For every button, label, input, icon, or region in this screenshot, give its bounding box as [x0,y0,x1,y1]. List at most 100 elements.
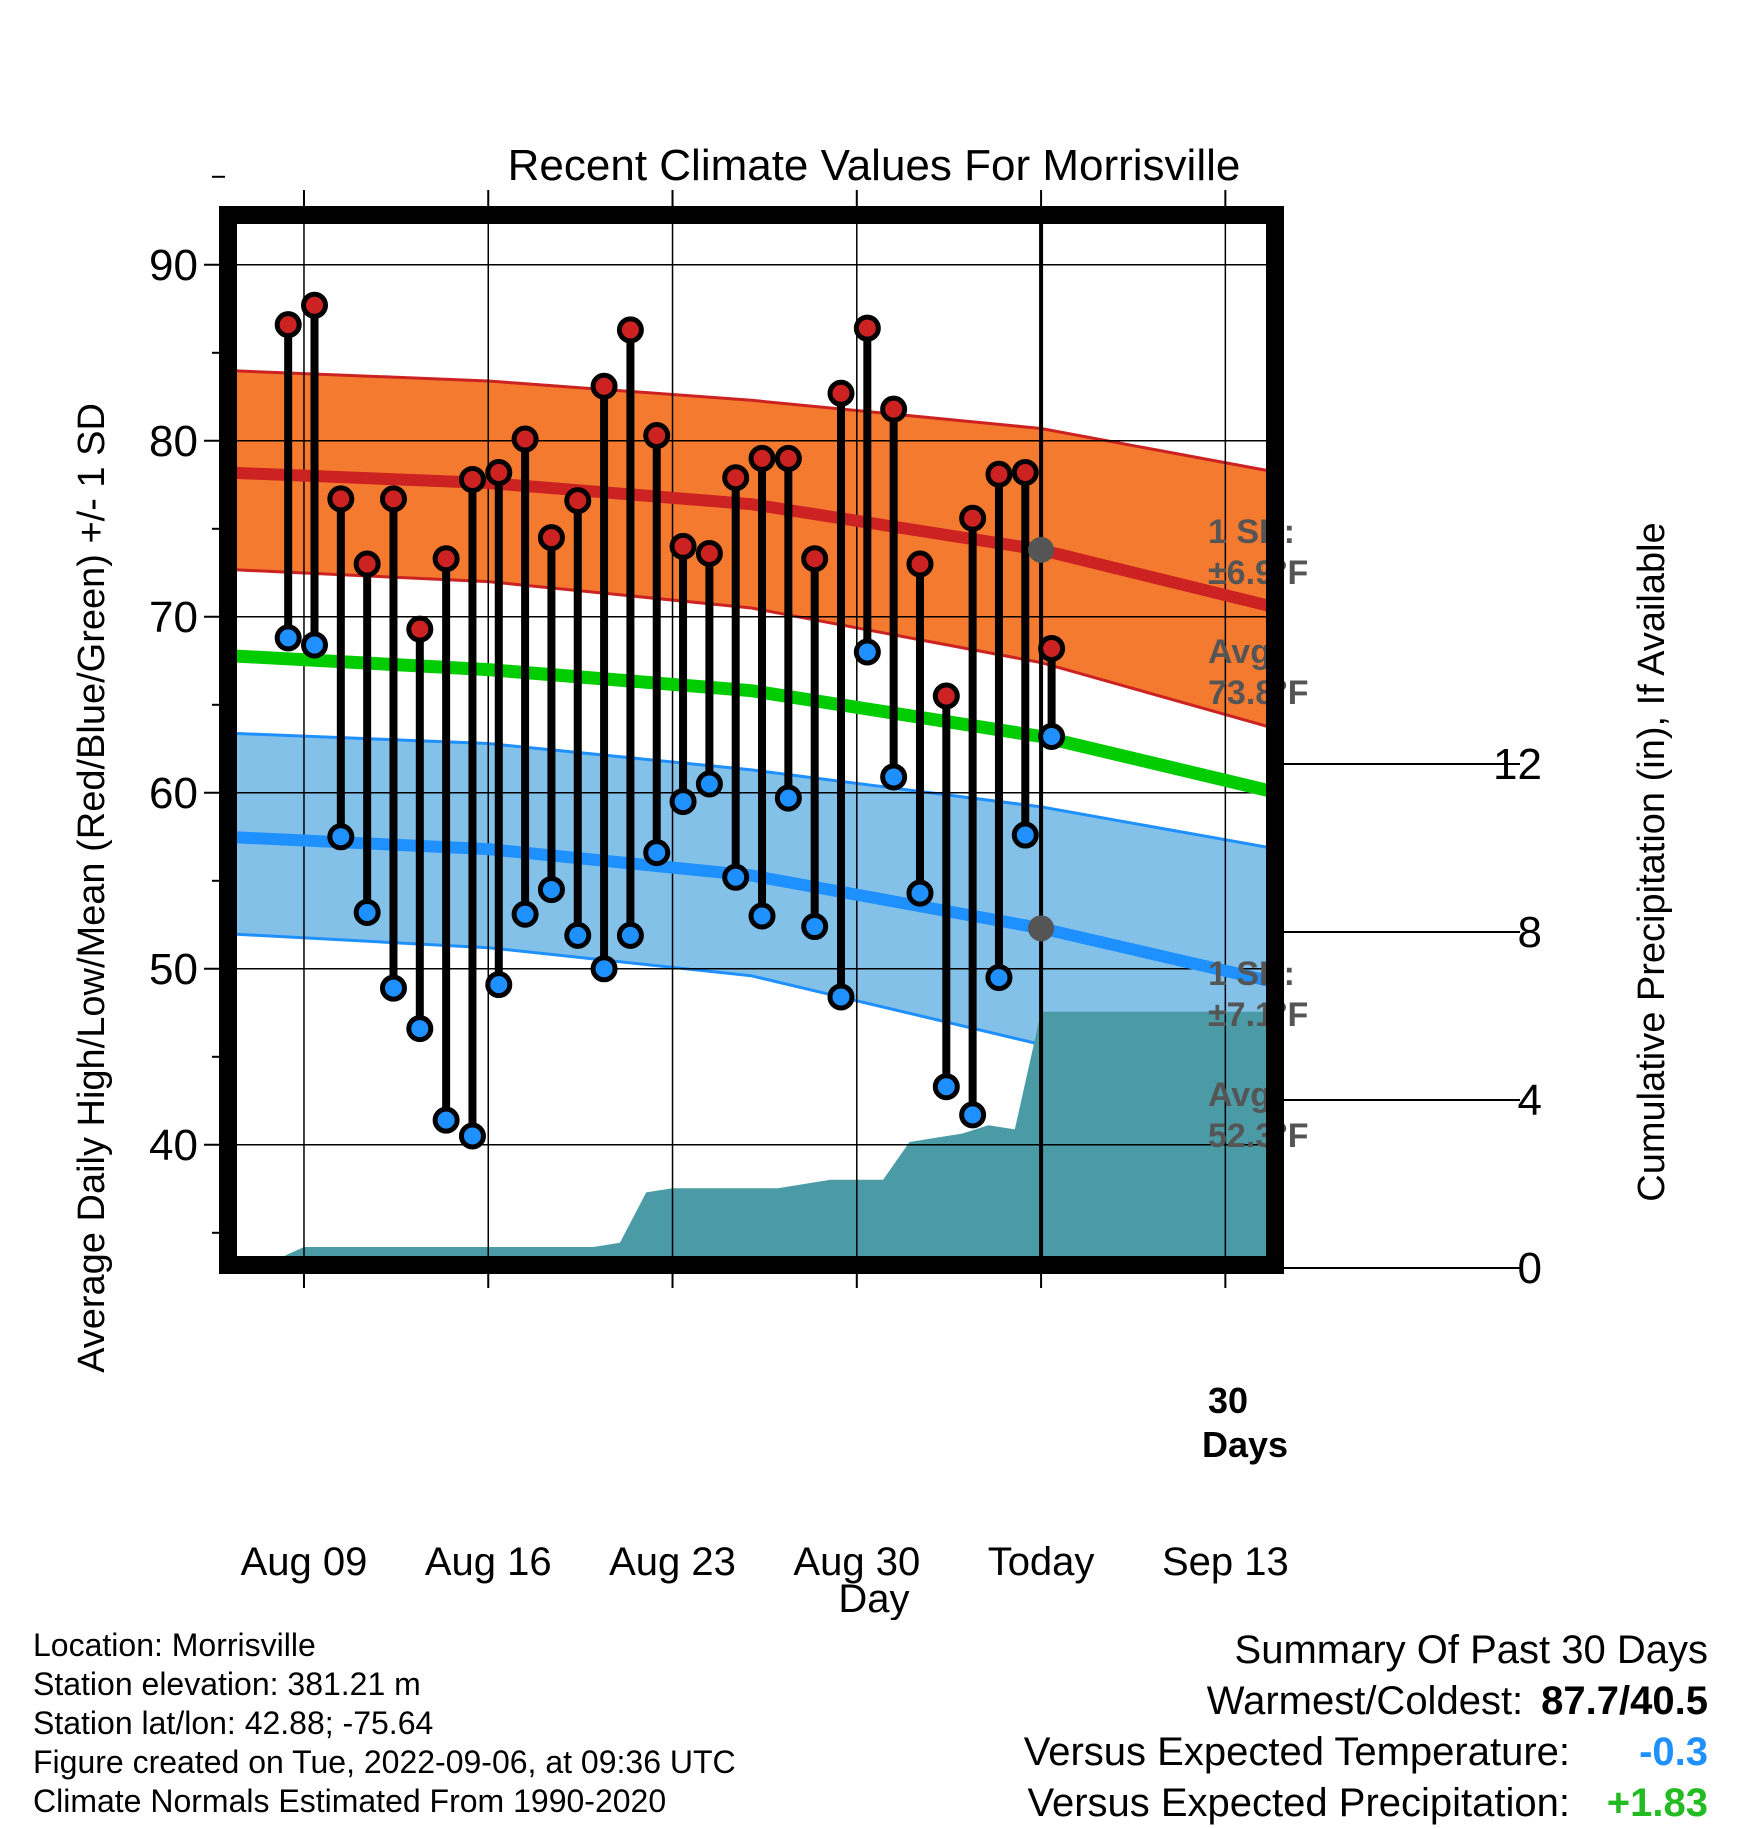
precip-label: Versus Expected Precipitation: [1027,1781,1570,1825]
summary-title: Summary Of Past 30 Days [1234,1628,1708,1672]
daily-low-point [379,974,407,1002]
daily-high-point [406,615,434,643]
daily-high-point [880,395,908,423]
normal-high-upper-edge [225,368,1278,474]
daily-low-point [643,839,671,867]
daily-high-point [853,314,881,342]
daily-low-point [274,624,302,652]
daily-low-point [1011,821,1039,849]
x-tick-label: Today [988,1540,1095,1584]
y2-tick-label: 0 [1518,1244,1542,1293]
normal-low-upper-edge [225,731,1278,851]
y-tick-label: 90 [149,241,198,290]
normal-mean-line [225,649,1278,800]
x-tick-label: Sep 13 [1162,1540,1289,1584]
daily-high-point [669,532,697,560]
normal-high-band [225,370,1278,730]
y-tick-label: 80 [149,417,198,466]
daily-high-point [774,444,802,472]
daily-high-point [959,504,987,532]
temp-value: -0.3 [1639,1730,1708,1774]
y-tick-label: 50 [149,945,198,994]
temp-label: Versus Expected Temperature: [1023,1730,1570,1774]
plot-area [225,212,1278,1268]
daily-low-point [327,823,355,851]
daily-low-point [906,879,934,907]
normal-high-lower-edge [225,567,1278,731]
elevation-text: Station elevation: 381.21 m [33,1666,421,1702]
daily-high-point [932,682,960,710]
daily-high-point [379,485,407,513]
station-info: Location: Morrisville Station elevation:… [33,1626,736,1821]
today-high-avg-marker [1028,536,1055,563]
daily-high-point [1038,634,1066,662]
daily-high-point [485,458,513,486]
daily-low-point [458,1122,486,1150]
daily-low-point [564,921,592,949]
latlon-text: Station lat/lon: 42.88; -75.64 [33,1705,434,1741]
daily-high-point [432,545,460,573]
daily-low-point [432,1106,460,1134]
daily-high-point [906,550,934,578]
daily-low-point [695,770,723,798]
precip-value: +1.83 [1606,1781,1708,1825]
daily-high-point [353,550,381,578]
location-text: Location: Morrisville [33,1627,316,1663]
y2-tick-label: 8 [1518,908,1542,957]
daily-high-point [564,487,592,515]
summary-warmest-row: Warmest/Coldest: 87.7/40.5 [1024,1676,1708,1727]
x-tick-label: Aug 30 [793,1540,920,1584]
daily-low-point [932,1073,960,1101]
daily-low-point [880,763,908,791]
daily-high-point [511,425,539,453]
summary-precip-row: Versus Expected Precipitation: +1.83 [1024,1778,1708,1829]
daily-high-point [301,291,329,319]
warmest-label: Warmest/Coldest: [1206,1679,1524,1723]
chart-title: Recent Climate Values For Morrisville [508,141,1241,190]
daily-low-point [616,921,644,949]
daily-low-point [722,863,750,891]
daily-low-point [985,964,1013,992]
daily-low-point [669,788,697,816]
daily-high-point [801,545,829,573]
daily-high-point [722,464,750,492]
precip-area [238,1011,1278,1268]
daily-low-point [485,971,513,999]
y-tick-label: 60 [149,769,198,818]
x-tick-label: Aug 23 [609,1540,736,1584]
normal-low-mean-line [225,830,1278,989]
normal-high-mean-line [225,466,1278,614]
daily-high-point [827,379,855,407]
daily-low-point [1038,722,1066,750]
y-tick-label: 40 [149,1121,198,1170]
summary-temp-row: Versus Expected Temperature: -0.3 [1024,1727,1708,1778]
daily-low-point [301,631,329,659]
x-tick-label: Aug 09 [241,1540,368,1584]
daily-low-point [853,638,881,666]
plot-frame [219,206,1284,1274]
daily-low-point [827,983,855,1011]
daily-high-point [1011,458,1039,486]
daily-high-point [748,444,776,472]
daily-high-point [616,316,644,344]
daily-high-point [695,539,723,567]
daily-high-point [590,372,618,400]
x-axis-label: Day [838,1577,909,1620]
daily-high-point [458,466,486,494]
daily-high-point [985,460,1013,488]
daily-low-point [406,1015,434,1043]
daily-low-point [748,902,776,930]
days-annotation: 30 Days [1202,1380,1288,1465]
y-axis-label: Average Daily High/Low/Mean (Red/Blue/Gr… [71,403,113,1373]
y2-tick-label: 4 [1518,1076,1542,1125]
daily-low-point [774,784,802,812]
daily-low-point [537,876,565,904]
daily-high-point [327,485,355,513]
y-tick-label: 70 [149,593,198,642]
normals-text: Climate Normals Estimated From 1990-2020 [33,1783,667,1819]
daily-low-point [353,898,381,926]
x-tick-label: Aug 16 [425,1540,552,1584]
today-low-avg-marker [1028,915,1055,942]
created-text: Figure created on Tue, 2022-09-06, at 09… [33,1744,736,1780]
